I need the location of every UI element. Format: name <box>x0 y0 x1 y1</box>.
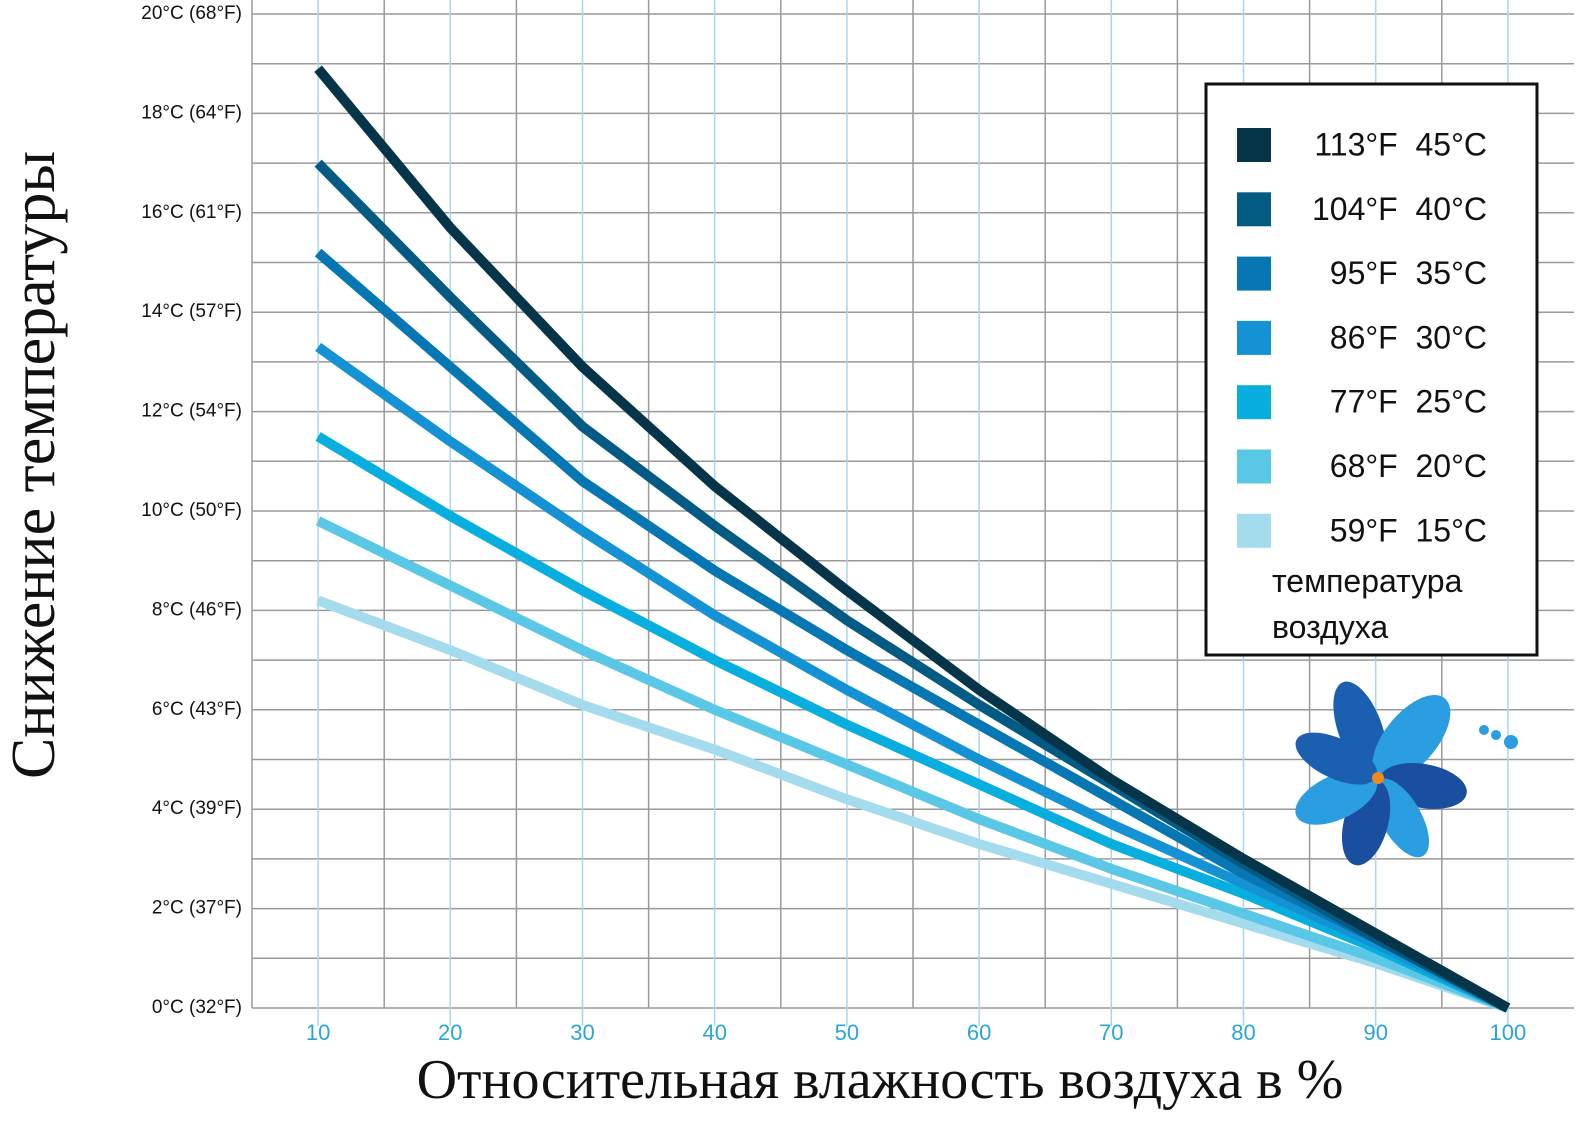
logo-petal <box>1333 681 1388 777</box>
legend-box <box>1204 82 1539 657</box>
series-line <box>316 595 1510 1013</box>
x-tick-label: 80 <box>1231 1020 1255 1045</box>
y-tick-label: 10°C (50°F) <box>141 500 242 521</box>
x-tick-label: 20 <box>438 1020 462 1045</box>
legend: 113°F 45°C 104°F 40°C 95°F 35°C 86°F 30°C 77… <box>1237 126 1487 548</box>
logo-dot <box>1504 735 1518 749</box>
legend-label: 95°F 35°C <box>1330 255 1487 291</box>
legend-swatch <box>1237 513 1271 548</box>
legend-swatch <box>1237 385 1271 420</box>
legend-title: температура воздуха <box>1272 563 1463 645</box>
legend-label: 86°F 30°C <box>1330 319 1487 355</box>
logo-dot <box>1491 730 1501 740</box>
y-tick-label: 20°C (68°F) <box>141 3 242 24</box>
y-tick-label: 6°C (43°F) <box>152 699 242 720</box>
logo-petal <box>1295 732 1378 785</box>
y-tick-label: 18°C (64°F) <box>141 102 242 123</box>
y-tick-label: 4°C (39°F) <box>152 798 242 819</box>
x-tick-label: 50 <box>835 1020 859 1045</box>
x-tick-label: 90 <box>1363 1020 1387 1045</box>
legend-swatch <box>1237 449 1271 484</box>
logo-petal <box>1372 694 1451 782</box>
legend-label: 113°F 45°C <box>1314 126 1487 162</box>
logo-center <box>1372 772 1384 784</box>
x-tick-label: 30 <box>570 1020 594 1045</box>
logo-dot <box>1479 725 1489 735</box>
x-tick-label: 40 <box>702 1020 726 1045</box>
x-tick-label: 60 <box>967 1020 991 1045</box>
series-line <box>315 516 1510 1013</box>
legend-title-wrap: температура воздуха <box>1272 563 1463 645</box>
legend-label: 77°F 25°C <box>1330 384 1487 420</box>
x-tick-label: 70 <box>1099 1020 1123 1045</box>
lines <box>314 65 1511 1013</box>
legend-label: 59°F 15°C <box>1330 512 1487 548</box>
y-tick-label: 0°C (32°F) <box>152 997 242 1018</box>
series-line <box>315 342 1511 1013</box>
y-axis-title: Снижение температуры <box>0 151 68 779</box>
legend-swatch <box>1237 256 1271 291</box>
legend-swatch <box>1237 320 1271 355</box>
legend-label: 68°F 20°C <box>1330 448 1487 484</box>
y-tick-label: 16°C (61°F) <box>141 202 242 223</box>
series-line <box>314 65 1511 1013</box>
y-tick-label: 2°C (37°F) <box>152 898 242 919</box>
x-tick-label: 100 <box>1490 1020 1527 1045</box>
logo <box>1295 681 1518 866</box>
x-axis-title: Относительная влажность воздуха в % <box>417 1049 1344 1111</box>
y-tick-label: 8°C (46°F) <box>152 599 242 620</box>
y-tick-label: 14°C (57°F) <box>141 301 242 322</box>
series-line <box>315 432 1510 1013</box>
legend-swatch <box>1237 192 1271 227</box>
x-tick-label: 10 <box>306 1020 330 1045</box>
y-tick-label: 12°C (54°F) <box>141 401 242 422</box>
legend-label: 104°F 40°C <box>1312 191 1487 227</box>
legend-swatch <box>1237 128 1271 162</box>
